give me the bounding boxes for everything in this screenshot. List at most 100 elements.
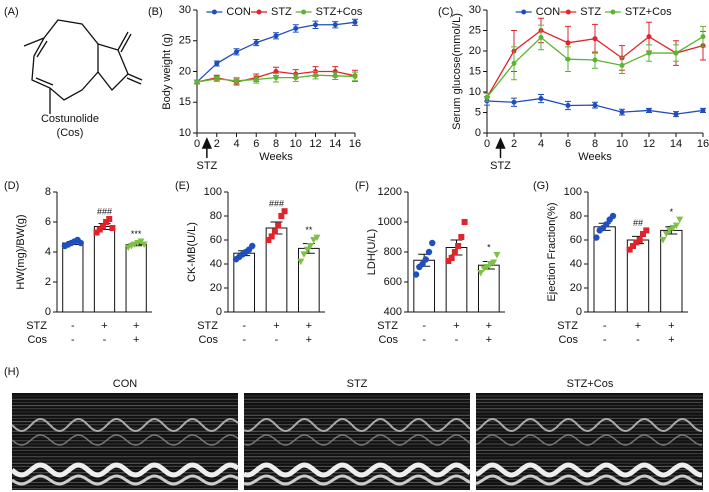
point xyxy=(265,237,272,243)
point xyxy=(633,239,640,246)
condition-label: + xyxy=(133,320,139,332)
point xyxy=(477,270,485,277)
point xyxy=(619,109,625,115)
point xyxy=(99,223,106,230)
condition-label: - xyxy=(636,334,640,346)
y-tick-label: 20 xyxy=(570,282,582,294)
panel-label: (H) xyxy=(4,366,19,378)
y-tick-label: 2 xyxy=(45,276,51,288)
significance: * xyxy=(487,242,491,252)
echo-trace xyxy=(475,474,703,486)
point xyxy=(643,227,650,234)
point xyxy=(268,233,275,240)
point xyxy=(281,208,288,215)
point xyxy=(103,219,110,225)
point xyxy=(538,34,544,40)
echo-trace xyxy=(243,462,472,478)
y-tick-label: 25 xyxy=(469,24,481,36)
condition-name: Cos xyxy=(558,334,578,346)
y-tick-label: 20 xyxy=(210,282,222,294)
x-tick-label: 10 xyxy=(616,138,628,150)
condition-label: + xyxy=(486,320,492,332)
point xyxy=(332,73,338,79)
y-axis-label: CK-MB(U/L) xyxy=(186,222,198,282)
annotation: STZ xyxy=(196,160,217,172)
point xyxy=(412,271,420,278)
y-tick-label: 5 xyxy=(475,106,481,118)
condition-label: + xyxy=(453,320,459,332)
point xyxy=(93,229,100,236)
panel-label: (G) xyxy=(533,180,549,192)
condition-label: - xyxy=(422,320,426,332)
point xyxy=(273,33,279,39)
legend-label: STZ xyxy=(580,6,601,18)
bar xyxy=(93,226,116,313)
legend-marker xyxy=(521,9,527,15)
point xyxy=(332,22,338,28)
y-axis-label: Body weight (g) xyxy=(161,33,173,109)
point xyxy=(313,22,318,28)
y-tick-label: 60 xyxy=(570,234,582,246)
panel-label: (D) xyxy=(4,180,19,192)
point xyxy=(676,216,684,224)
point xyxy=(306,243,314,250)
point xyxy=(626,246,633,253)
significance: ## xyxy=(633,218,643,228)
y-tick-label: 0 xyxy=(475,127,481,139)
echo-trace xyxy=(10,462,240,478)
point xyxy=(303,246,311,254)
point xyxy=(419,260,426,268)
point xyxy=(619,62,625,68)
y-tick-label: 40 xyxy=(210,258,222,270)
y-tick-label: 15 xyxy=(469,65,481,77)
image-title: STZ+Cos xyxy=(567,378,614,390)
point xyxy=(493,252,501,259)
panel-label: (F) xyxy=(355,180,369,192)
point xyxy=(609,212,617,220)
y-axis-label: LDH(U/L) xyxy=(366,229,378,275)
panel-label: (B) xyxy=(148,6,163,18)
condition-label: - xyxy=(603,334,607,346)
point xyxy=(646,50,652,56)
point xyxy=(234,78,239,84)
condition-name: STZ xyxy=(557,320,578,332)
point xyxy=(140,241,148,248)
point xyxy=(332,69,338,74)
annotation: STZ xyxy=(490,160,511,172)
y-tick-label: 400 xyxy=(384,306,402,318)
point xyxy=(672,222,680,230)
point xyxy=(640,231,646,237)
legend-marker xyxy=(610,9,616,15)
echo-trace xyxy=(475,417,703,433)
y-axis-label: Ejection Fraction(%) xyxy=(546,202,558,301)
panel-label: (E) xyxy=(175,180,190,192)
x-tick-label: 6 xyxy=(253,138,259,150)
point xyxy=(297,258,305,266)
point xyxy=(483,264,491,271)
point xyxy=(273,69,279,74)
x-tick-label: 16 xyxy=(697,138,709,150)
point xyxy=(275,222,282,229)
point xyxy=(700,107,706,113)
point xyxy=(659,237,667,244)
point xyxy=(234,49,239,55)
point xyxy=(662,231,670,238)
y-tick-label: 60 xyxy=(210,234,222,246)
point xyxy=(673,50,679,56)
condition-name: Cos xyxy=(378,334,398,346)
point xyxy=(278,213,285,219)
condition-label: - xyxy=(242,320,246,332)
y-tick-label: 6 xyxy=(45,216,51,228)
image-title: STZ xyxy=(347,378,368,390)
point xyxy=(273,75,279,81)
bar xyxy=(125,244,147,313)
bar xyxy=(297,247,320,313)
point xyxy=(445,258,452,264)
echo-images xyxy=(10,393,703,490)
point xyxy=(448,255,455,261)
y-tick-label: 80 xyxy=(210,210,222,222)
point xyxy=(490,259,498,266)
y-tick-label: 20 xyxy=(469,45,481,57)
point xyxy=(592,57,598,63)
echo-trace xyxy=(11,474,239,486)
